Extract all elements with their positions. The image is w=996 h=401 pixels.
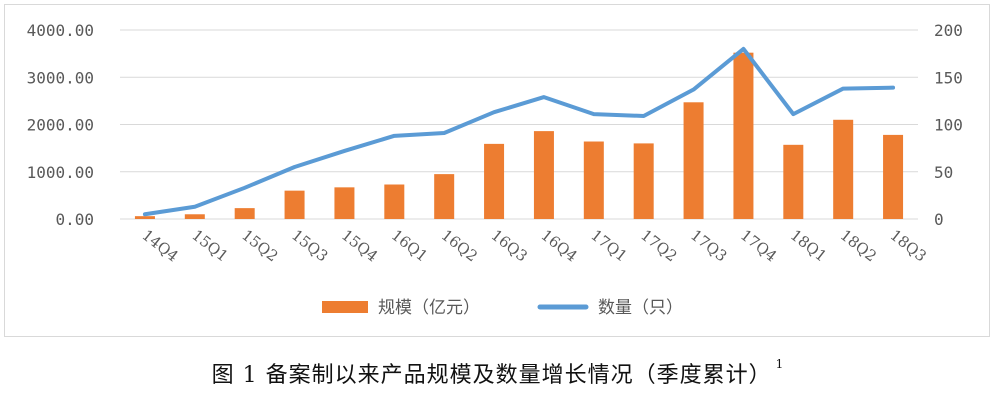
y-left-tick-label: 1000.00: [27, 163, 94, 182]
x-tick-label: 16Q2: [438, 226, 481, 265]
x-tick-label: 17Q2: [637, 226, 680, 265]
y-right-tick-label: 100: [934, 116, 963, 135]
y-left-tick-label: 0.00: [55, 210, 94, 229]
caption-text: 图 1 备案制以来产品规模及数量增长情况（季度累计）: [211, 363, 772, 388]
x-tick-label: 15Q3: [288, 226, 331, 265]
bar: [833, 119, 854, 219]
y-left-tick-label: 4000.00: [27, 21, 94, 40]
line-point: [642, 114, 646, 118]
bar: [883, 134, 904, 219]
line-point: [741, 47, 745, 51]
line-series: [142, 46, 896, 217]
line-point: [542, 95, 546, 99]
x-tick-label: 18Q2: [837, 226, 880, 265]
bar: [533, 131, 554, 219]
bar: [633, 143, 654, 219]
x-tick-label: 16Q4: [537, 226, 580, 265]
line-point: [442, 131, 446, 135]
line-point: [293, 165, 297, 169]
bar: [134, 216, 155, 219]
line-point: [243, 186, 247, 190]
bar: [184, 214, 205, 219]
legend-swatch-bar: [322, 301, 368, 313]
line-point: [841, 87, 845, 91]
y-right-tick-label: 150: [934, 68, 963, 87]
caption-footnote: 1: [775, 356, 785, 371]
line-point: [193, 205, 197, 209]
figure-caption: 图 1 备案制以来产品规模及数量增长情况（季度累计） 1: [0, 357, 996, 389]
legend-label-line: 数量（只）: [598, 298, 683, 318]
x-tick-label: 15Q1: [188, 226, 231, 265]
line-point: [891, 86, 895, 90]
x-tick-label: 17Q3: [687, 226, 730, 265]
bar: [733, 52, 754, 220]
x-tick-label: 17Q4: [737, 226, 780, 265]
x-tick-label: 14Q4: [138, 226, 181, 265]
x-tick-label: 17Q1: [587, 226, 630, 265]
line-point: [143, 212, 147, 216]
bar: [234, 208, 255, 219]
line-point: [791, 112, 795, 116]
line-point: [392, 134, 396, 138]
bar: [284, 190, 305, 219]
chart: 0.00 1000.00 2000.00 3000.00 4000.00 0 50 100 15…: [27, 21, 963, 318]
bar: [783, 144, 804, 219]
y-right-tick-label: 200: [934, 21, 963, 40]
bar: [334, 187, 355, 219]
bar: [683, 102, 704, 219]
bar: [434, 174, 455, 219]
x-tick-label: 18Q3: [887, 226, 930, 265]
line-point: [592, 112, 596, 116]
bar: [484, 143, 505, 219]
legend-label-bar: 规模（亿元）: [378, 298, 480, 318]
x-tick-label: 18Q1: [787, 226, 830, 265]
y-left-tick-label: 3000.00: [27, 68, 94, 87]
x-tick-label: 15Q2: [238, 226, 281, 265]
y-left-tick-label: 2000.00: [27, 116, 94, 135]
bar: [384, 184, 405, 219]
x-tick-label: 16Q3: [488, 226, 531, 265]
line-point: [342, 149, 346, 153]
line-point: [492, 110, 496, 114]
line-point: [692, 88, 696, 92]
y-right-tick-label: 0: [934, 210, 944, 229]
y-right-tick-label: 50: [934, 163, 953, 182]
x-tick-label: 15Q4: [338, 226, 381, 265]
x-tick-label: 16Q1: [388, 226, 431, 265]
bar: [583, 141, 604, 219]
